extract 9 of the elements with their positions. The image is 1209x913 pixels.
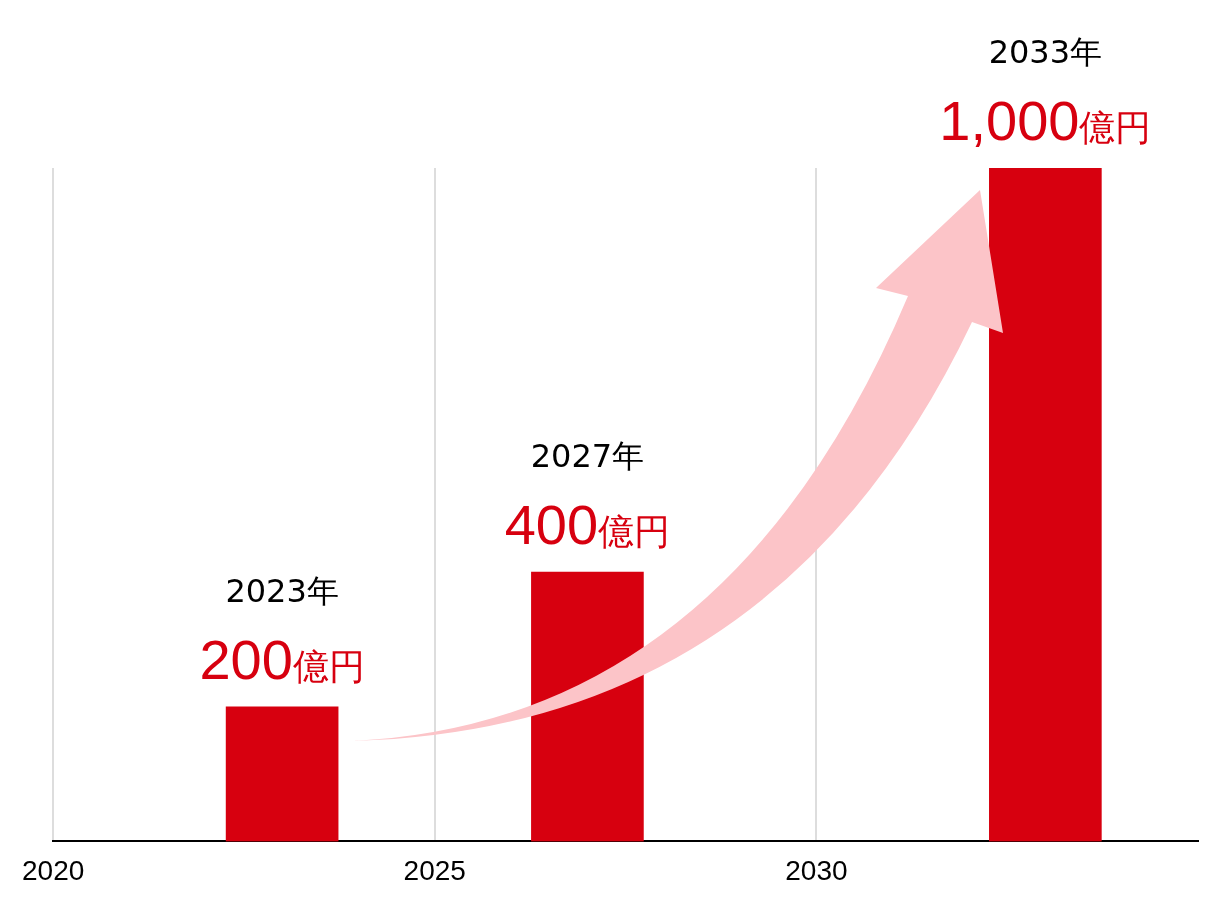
x-tick-label: 2025 — [403, 854, 466, 886]
data-label: 400億円 — [504, 493, 671, 557]
annotation: 2027年 — [530, 437, 645, 476]
x-tick-label: 2020 — [22, 854, 85, 886]
x-tick-label: 2030 — [785, 854, 848, 886]
data-label: 200億円 — [199, 627, 365, 691]
text: 2033年 — [988, 33, 1103, 71]
data-label: 1,000億円 — [939, 89, 1152, 152]
annotation: 2023年 — [225, 571, 339, 610]
